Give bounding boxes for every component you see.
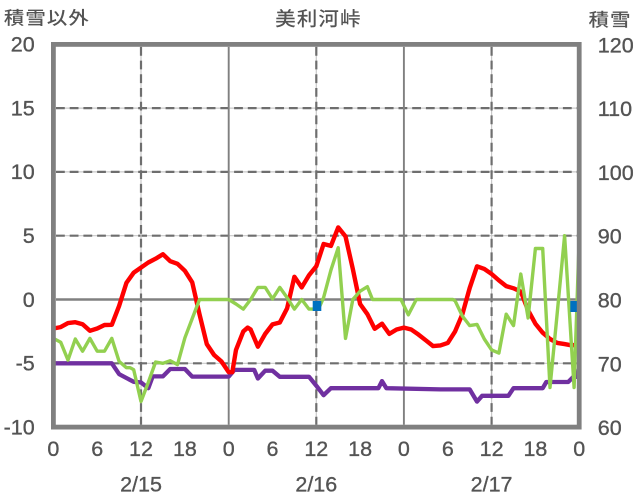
svg-text:18: 18 [173,437,197,461]
svg-text:0: 0 [573,437,585,461]
svg-text:12: 12 [304,437,328,461]
svg-text:2/17: 2/17 [471,473,513,497]
svg-text:0: 0 [23,288,35,312]
svg-text:6: 6 [442,437,454,461]
svg-text:100: 100 [598,161,634,185]
svg-text:120: 120 [598,33,634,57]
svg-text:12: 12 [480,437,504,461]
svg-text:80: 80 [598,289,622,313]
svg-text:110: 110 [598,97,632,121]
svg-text:20: 20 [11,33,35,57]
svg-text:60: 60 [598,416,622,440]
svg-text:18: 18 [348,437,372,461]
svg-text:-10: -10 [4,415,35,439]
svg-text:70: 70 [598,352,622,376]
svg-text:5: 5 [23,224,35,248]
svg-text:12: 12 [129,437,153,461]
svg-text:-5: -5 [16,352,35,376]
svg-text:90: 90 [598,225,622,249]
svg-text:2/16: 2/16 [295,473,337,497]
svg-text:0: 0 [47,437,59,461]
svg-text:0: 0 [398,437,410,461]
svg-text:10: 10 [11,160,35,184]
svg-text:15: 15 [11,96,35,120]
svg-text:6: 6 [267,437,279,461]
svg-text:0: 0 [223,437,235,461]
svg-text:6: 6 [91,437,103,461]
svg-text:18: 18 [523,437,547,461]
svg-text:2/15: 2/15 [120,473,162,497]
